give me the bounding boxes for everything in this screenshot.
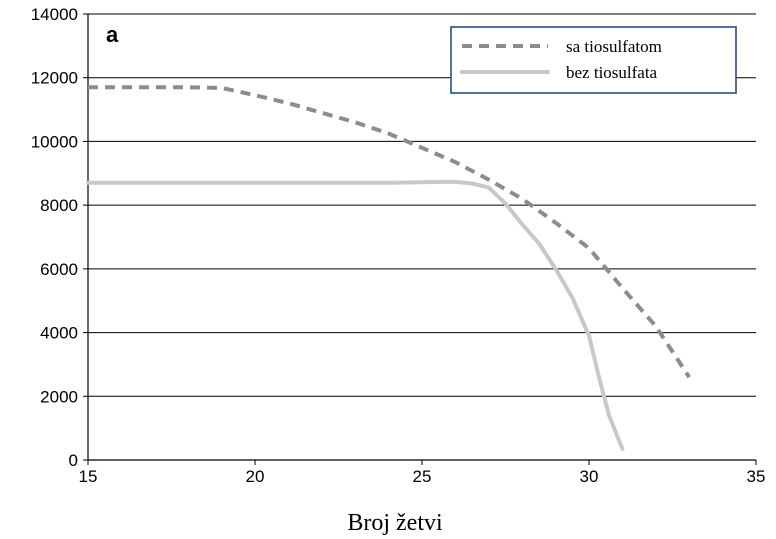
- x-tick-label: 20: [246, 467, 265, 486]
- grid-lines: [88, 13, 756, 397]
- series-layer: [86, 85, 691, 451]
- x-tick-label: 25: [413, 467, 432, 486]
- series-line-sa-tiosulfatom: [88, 85, 691, 379]
- x-tick-label: 30: [580, 467, 599, 486]
- y-tick-label: 14000: [31, 5, 78, 24]
- y-tick-label: 10000: [31, 132, 78, 151]
- legend-box: [450, 26, 737, 94]
- x-axis-label: Broj žetvi: [347, 510, 443, 536]
- panel-label: a: [106, 22, 119, 47]
- y-tick-label: 8000: [40, 196, 78, 215]
- tick-labels: 0 2000 4000 6000 8000 10000 12000 14000 15 20 25 30…: [31, 5, 766, 486]
- y-tick-label: 12000: [31, 69, 78, 88]
- legend-label-sa-tiosulfatom: sa tiosulfatom: [566, 37, 662, 56]
- y-tick-label: 6000: [40, 260, 78, 279]
- x-tick-label: 15: [79, 467, 98, 486]
- series-line-bez-tiosulfata: [86, 179, 625, 451]
- y-tick-label: 2000: [40, 387, 78, 406]
- x-tick-label: 35: [747, 467, 766, 486]
- legend: sa tiosulfatom bez tiosulfata: [450, 26, 737, 94]
- y-tick-label: 0: [69, 451, 78, 470]
- y-tick-label: 4000: [40, 324, 78, 343]
- legend-label-bez-tiosulfata: bez tiosulfata: [566, 63, 658, 82]
